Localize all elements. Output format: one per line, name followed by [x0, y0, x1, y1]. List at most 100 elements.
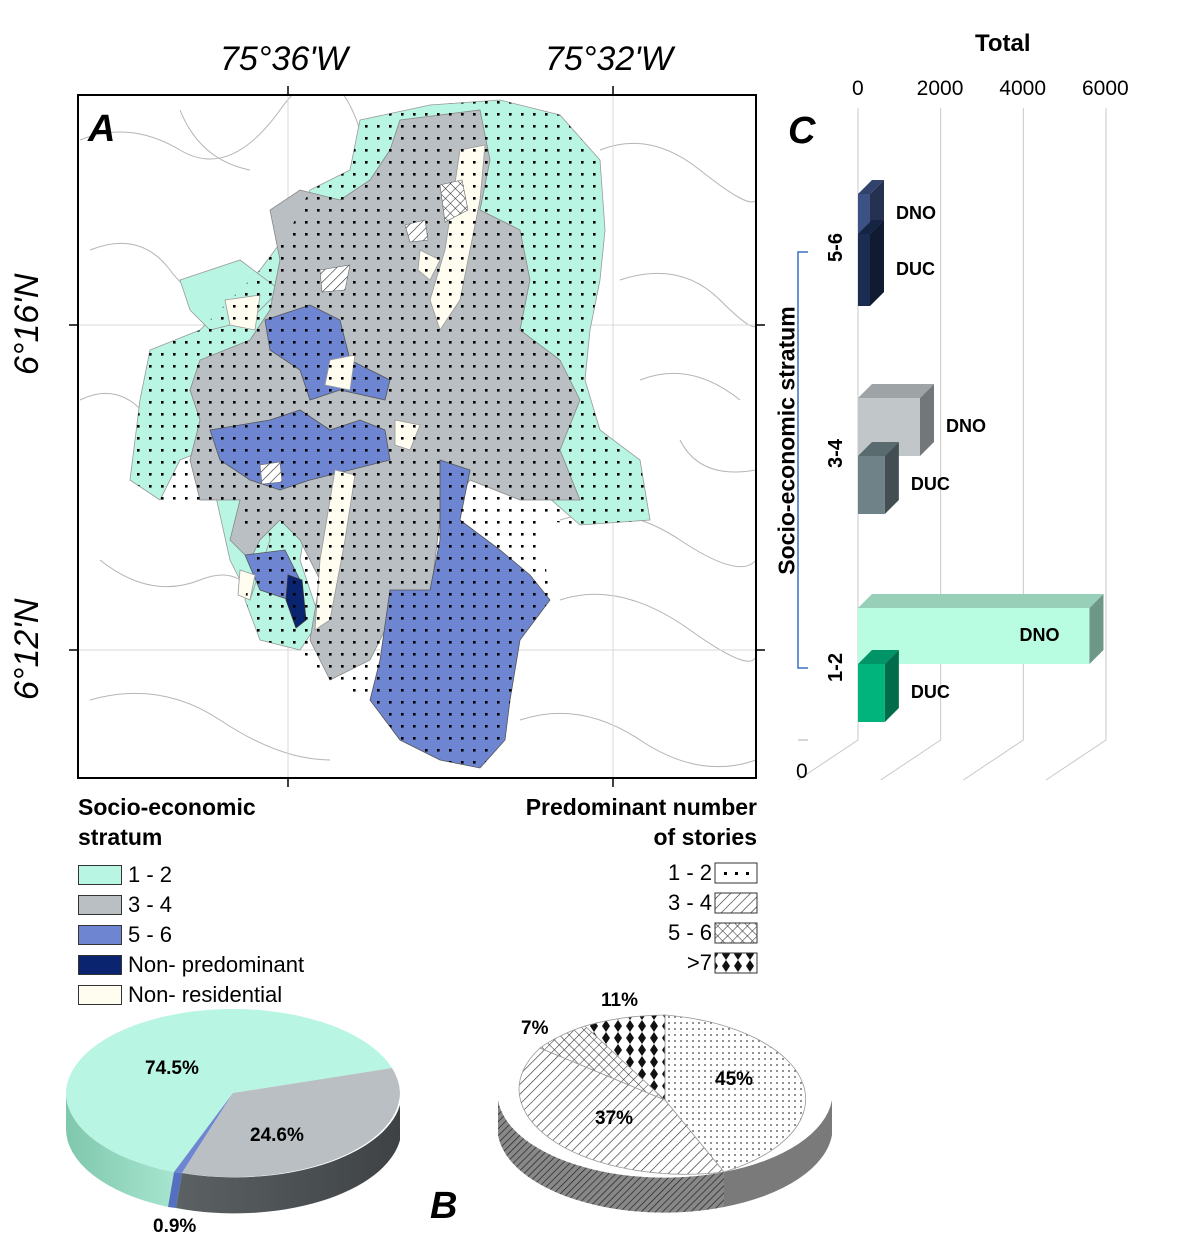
bar-front: [858, 664, 885, 722]
pie2-slice-11: [584, 1014, 666, 1101]
stories-legend: Predominant number of stories: [470, 792, 757, 852]
stratum-swatch: [78, 865, 122, 885]
stories-3-4-patch: [259, 461, 283, 485]
stories-legend-item: 1 - 2: [560, 858, 712, 888]
pie2-label-7: 7%: [521, 1018, 549, 1039]
bar-label-dno: DNO: [896, 203, 936, 223]
bar-duc-5-6: [858, 220, 884, 306]
bar-label-duc: DUC: [910, 682, 950, 702]
stratum-swatch: [78, 925, 122, 945]
panel-letter-a: A: [88, 108, 116, 150]
map-frame: [77, 94, 757, 779]
bar-gridline: [880, 108, 942, 781]
pie1-slice-74: [66, 1008, 392, 1172]
pie1-label-24: 24.6%: [250, 1125, 304, 1146]
stratum-legend-label: 5 - 6: [128, 922, 173, 947]
pie1-side-gray: [176, 1105, 400, 1214]
bar-side: [884, 650, 899, 722]
stories-legend-label: 3 - 4: [667, 890, 712, 915]
pie2-side-left: [498, 1100, 724, 1213]
bar-top: [858, 650, 899, 664]
pie1-slice-0.9: [174, 1093, 233, 1173]
stratum-swatch: [78, 955, 122, 975]
bar-front: [858, 234, 870, 306]
pie1-side-green: [65, 1093, 174, 1207]
stories-3-4-patch: [404, 219, 429, 243]
stratum-swatch: [78, 985, 122, 1005]
lon-label-west: 75°36'W: [220, 40, 348, 78]
bar-gridline: [1045, 108, 1107, 781]
bar-grid: [797, 108, 1107, 781]
bar-top: [858, 384, 934, 398]
map-content: [78, 95, 756, 778]
pie1-side-blue: [168, 1172, 182, 1208]
bar-gridline: [963, 108, 1024, 781]
bar-duc-1-2: [858, 650, 899, 722]
x-tick-label: 2000: [916, 77, 964, 100]
stratum-legend-label: 1 - 2: [128, 862, 173, 887]
pie1-label-0.9: 0.9%: [153, 1216, 197, 1237]
stories-legend-swatches: [714, 862, 758, 974]
stratum-legend-item: Non- predominant: [78, 950, 304, 980]
stratum-swatch: [78, 895, 122, 915]
stratum-legend-item: 3 - 4: [78, 890, 304, 920]
x-tick-label: 0: [852, 77, 864, 100]
stratum-legend-label: Non- predominant: [128, 952, 305, 977]
panel-letter-c: C: [788, 110, 816, 152]
bar-side: [920, 384, 934, 456]
y-axis-bracket: [797, 251, 808, 669]
category-label-1-2: 1-2: [824, 653, 847, 682]
bar-side: [1089, 594, 1104, 664]
map-panel: [69, 86, 765, 787]
stories-legend-title-2: of stories: [653, 824, 757, 850]
stratum-legend-title-1: Socio-economic: [78, 794, 256, 820]
category-label-5-6: 5-6: [824, 233, 847, 262]
lat-label-north: 6°16'N: [8, 273, 46, 375]
lon-label-east: 75°32'W: [545, 40, 673, 78]
category-label-3-4: 3-4: [824, 439, 847, 468]
bar-label-duc: DUC: [896, 259, 935, 279]
map-ticks: [69, 86, 765, 787]
pie2-slice-45: [664, 1014, 807, 1173]
y-axis-title: Socio-economic stratum: [773, 306, 800, 575]
stories-legend-title-1: Predominant number: [525, 794, 757, 820]
bar-gridline: [797, 108, 859, 781]
bar-label-dno: DNO: [946, 416, 986, 436]
pie2-label-37: 37%: [595, 1108, 634, 1129]
bar-side: [884, 442, 899, 514]
stories-legend-label: >7: [686, 950, 712, 975]
bar-label-dno: DNO: [1019, 625, 1060, 645]
bar-duc-3-4: [858, 442, 899, 514]
bar-top: [858, 220, 884, 234]
bar-side: [870, 220, 884, 306]
swatch-diamonds: [714, 952, 758, 974]
swatch-crosshatch: [714, 922, 758, 944]
stories-legend-item: >7: [560, 948, 712, 978]
swatch-diagonal: [714, 892, 758, 914]
stories-legend-label: 5 - 6: [667, 920, 712, 945]
stratum-legend-label: Non- residential: [128, 982, 283, 1007]
x-tick-label: 4000: [999, 77, 1047, 100]
pie2-label-45: 45%: [715, 1069, 754, 1090]
pie-stories: [498, 1014, 832, 1213]
z-tick-label: 0: [796, 760, 808, 783]
stories-legend-items: 1 - 2 3 - 4 5 - 6 >7: [560, 858, 712, 978]
stratum-legend-title-2: stratum: [78, 824, 163, 850]
pie-strata: [65, 1008, 400, 1214]
bars: [858, 180, 1104, 722]
stories-1-2-overlay: [130, 100, 650, 768]
stratum-legend-label: 3 - 4: [128, 892, 173, 917]
pie1-slice-24: [182, 1068, 400, 1178]
bar-top: [858, 180, 884, 194]
dots-glyph: [724, 872, 749, 875]
stratum-legend-item: Non- residential: [78, 980, 304, 1010]
stories-legend-label: 1 - 2: [667, 860, 712, 885]
pie1-label-74: 74.5%: [145, 1058, 199, 1079]
stories-legend-item: 3 - 4: [560, 888, 712, 918]
lat-label-south: 6°12'N: [8, 598, 46, 700]
bar-label-duc: DUC: [910, 474, 950, 494]
stratum-legend-item: 5 - 6: [78, 920, 304, 950]
pie2-slice-37: [518, 1047, 725, 1175]
bar-top: [858, 594, 1104, 608]
